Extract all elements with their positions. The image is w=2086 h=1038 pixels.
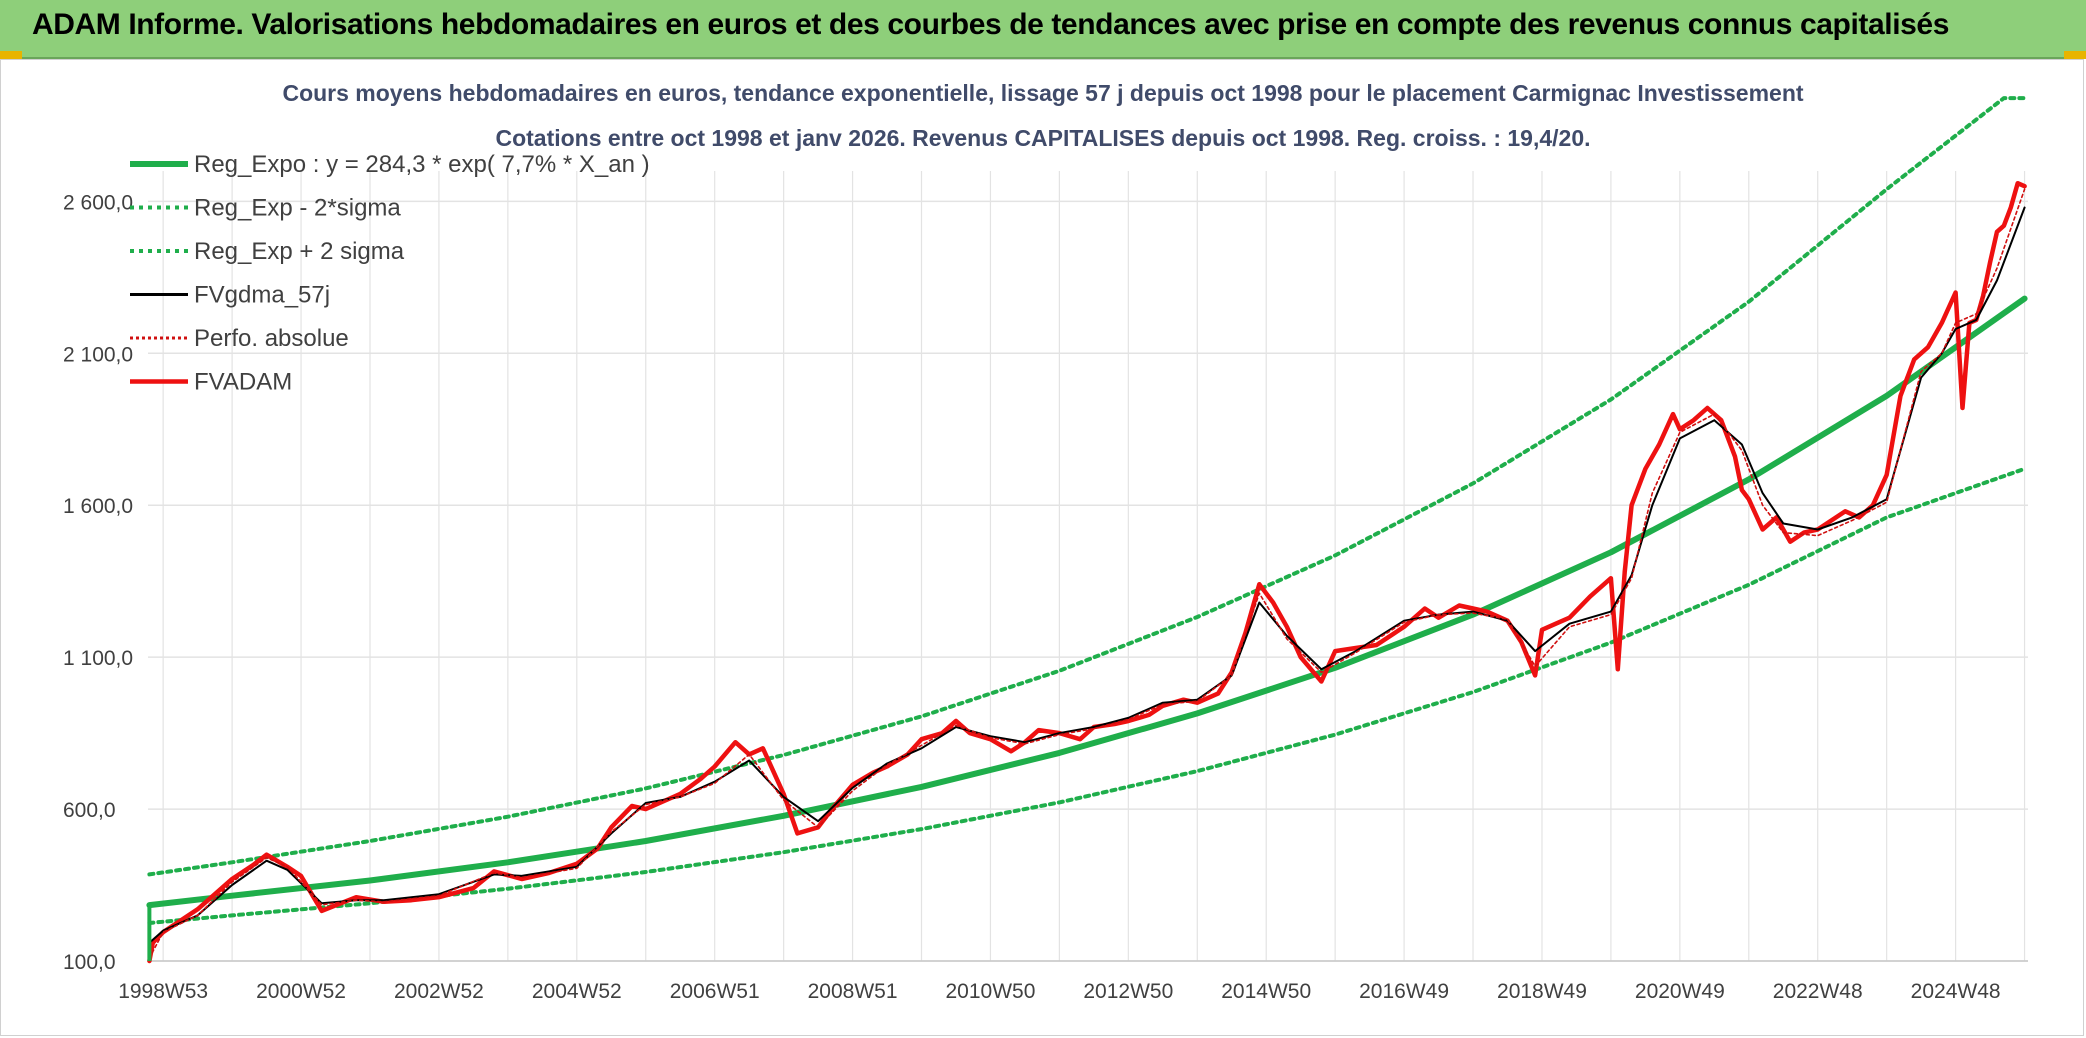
legend-label: Reg_Expo : y = 284,3 * exp( 7,7% * X_an … [194, 151, 650, 178]
x-tick-label: 2020W49 [1635, 980, 1725, 1003]
chart-subtitle: Cotations entre oct 1998 et janv 2026. R… [495, 125, 1590, 151]
series-line-1 [147, 466, 2027, 925]
x-tick-label: 2018W49 [1497, 980, 1587, 1003]
x-tick-label: 2002W52 [394, 980, 484, 1003]
series-line-2 [147, 96, 2027, 877]
x-tick-label: 2000W52 [256, 980, 346, 1003]
y-axis: 100,0 600,0 1 100,0 1 600,0 2 100,0 2 600,0 [63, 191, 133, 974]
y-tick-label: 100,0 [63, 951, 116, 974]
x-tick-label: 2024W48 [1911, 980, 2001, 1003]
x-tick-label: 2008W51 [808, 980, 898, 1003]
legend-label: FVgdma_57j [194, 282, 330, 309]
legend-label: Reg_Exp + 2 sigma [194, 238, 405, 265]
report-title: ADAM Informe. Valorisations hebdomadaire… [32, 8, 1949, 41]
legend-label: Perfo. absolue [194, 325, 349, 352]
x-axis: 1998W53 2000W52 2002W52 2004W52 2006W51 2008W… [118, 960, 2028, 1003]
x-tick-label: 2012W50 [1083, 980, 1173, 1003]
series-line-5 [147, 180, 2027, 964]
y-tick-label: 1 100,0 [63, 647, 133, 670]
y-tick-label: 2 100,0 [63, 343, 133, 366]
y-tick-label: 1 600,0 [63, 495, 133, 518]
series-line-3 [148, 206, 2026, 944]
y-tick-label: 600,0 [63, 799, 116, 822]
corner-marker-right [2064, 51, 2086, 59]
x-tick-label: 2010W50 [945, 980, 1035, 1003]
x-tick-label: 2006W51 [670, 980, 760, 1003]
series-line-4 [148, 188, 2026, 959]
series-lines [146, 96, 2028, 964]
chart-area: Cours moyens hebdomadaires en euros, ten… [63, 80, 2028, 1003]
x-tick-label: 2014W50 [1221, 980, 1311, 1003]
legend-label: Reg_Exp - 2*sigma [194, 195, 401, 222]
legend: Reg_Expo : y = 284,3 * exp( 7,7% * X_an … [130, 151, 650, 396]
x-tick-label: 2016W49 [1359, 980, 1449, 1003]
corner-marker-left [0, 51, 22, 59]
y-tick-label: 2 600,0 [63, 191, 133, 214]
x-tick-label: 2004W52 [532, 980, 622, 1003]
x-tick-label: 1998W53 [118, 980, 208, 1003]
grid-lines [148, 171, 2028, 962]
legend-label: FVADAM [194, 369, 292, 396]
chart-title: Cours moyens hebdomadaires en euros, ten… [282, 80, 1803, 106]
header-banner: ADAM Informe. Valorisations hebdomadaire… [0, 0, 2086, 59]
series-line-0 [146, 295, 2028, 909]
x-tick-label: 2022W48 [1773, 980, 1863, 1003]
